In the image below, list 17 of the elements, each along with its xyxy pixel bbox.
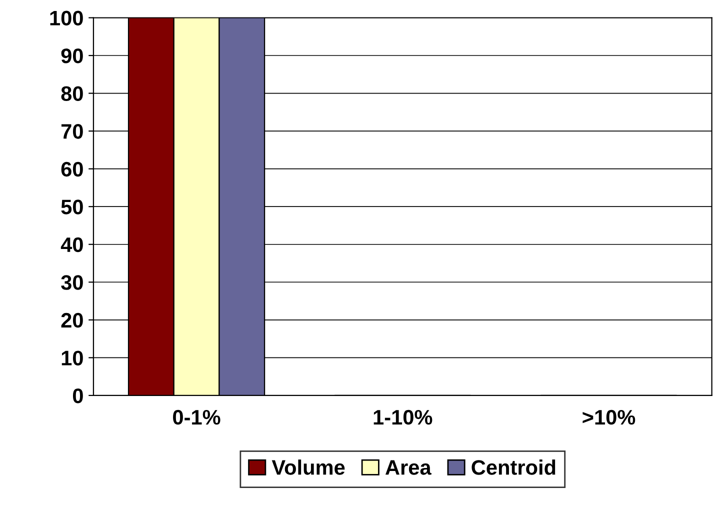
x-tick-label: 0-1% xyxy=(173,410,220,425)
y-tick-label: 20 xyxy=(61,312,83,328)
y-tick-label: 30 xyxy=(61,275,83,290)
y-tick-label: 60 xyxy=(61,162,83,177)
y-tick-label: 100 xyxy=(50,10,83,26)
legend-label: Centroid xyxy=(472,460,556,475)
y-tick-label: 50 xyxy=(61,200,83,214)
legend-label: Volume xyxy=(272,460,345,475)
y-tick-label: 40 xyxy=(60,237,83,252)
y-tick-label: 0 xyxy=(72,388,83,404)
x-tick-label: >10% xyxy=(582,410,636,425)
y-tick-label: 90 xyxy=(61,48,83,64)
y-tick-label: 10 xyxy=(62,350,83,366)
y-tick-label: 80 xyxy=(61,86,83,102)
legend-label: Area xyxy=(385,460,432,475)
y-tick-label: 70 xyxy=(61,124,83,139)
x-tick-label: 1-10% xyxy=(374,410,432,425)
